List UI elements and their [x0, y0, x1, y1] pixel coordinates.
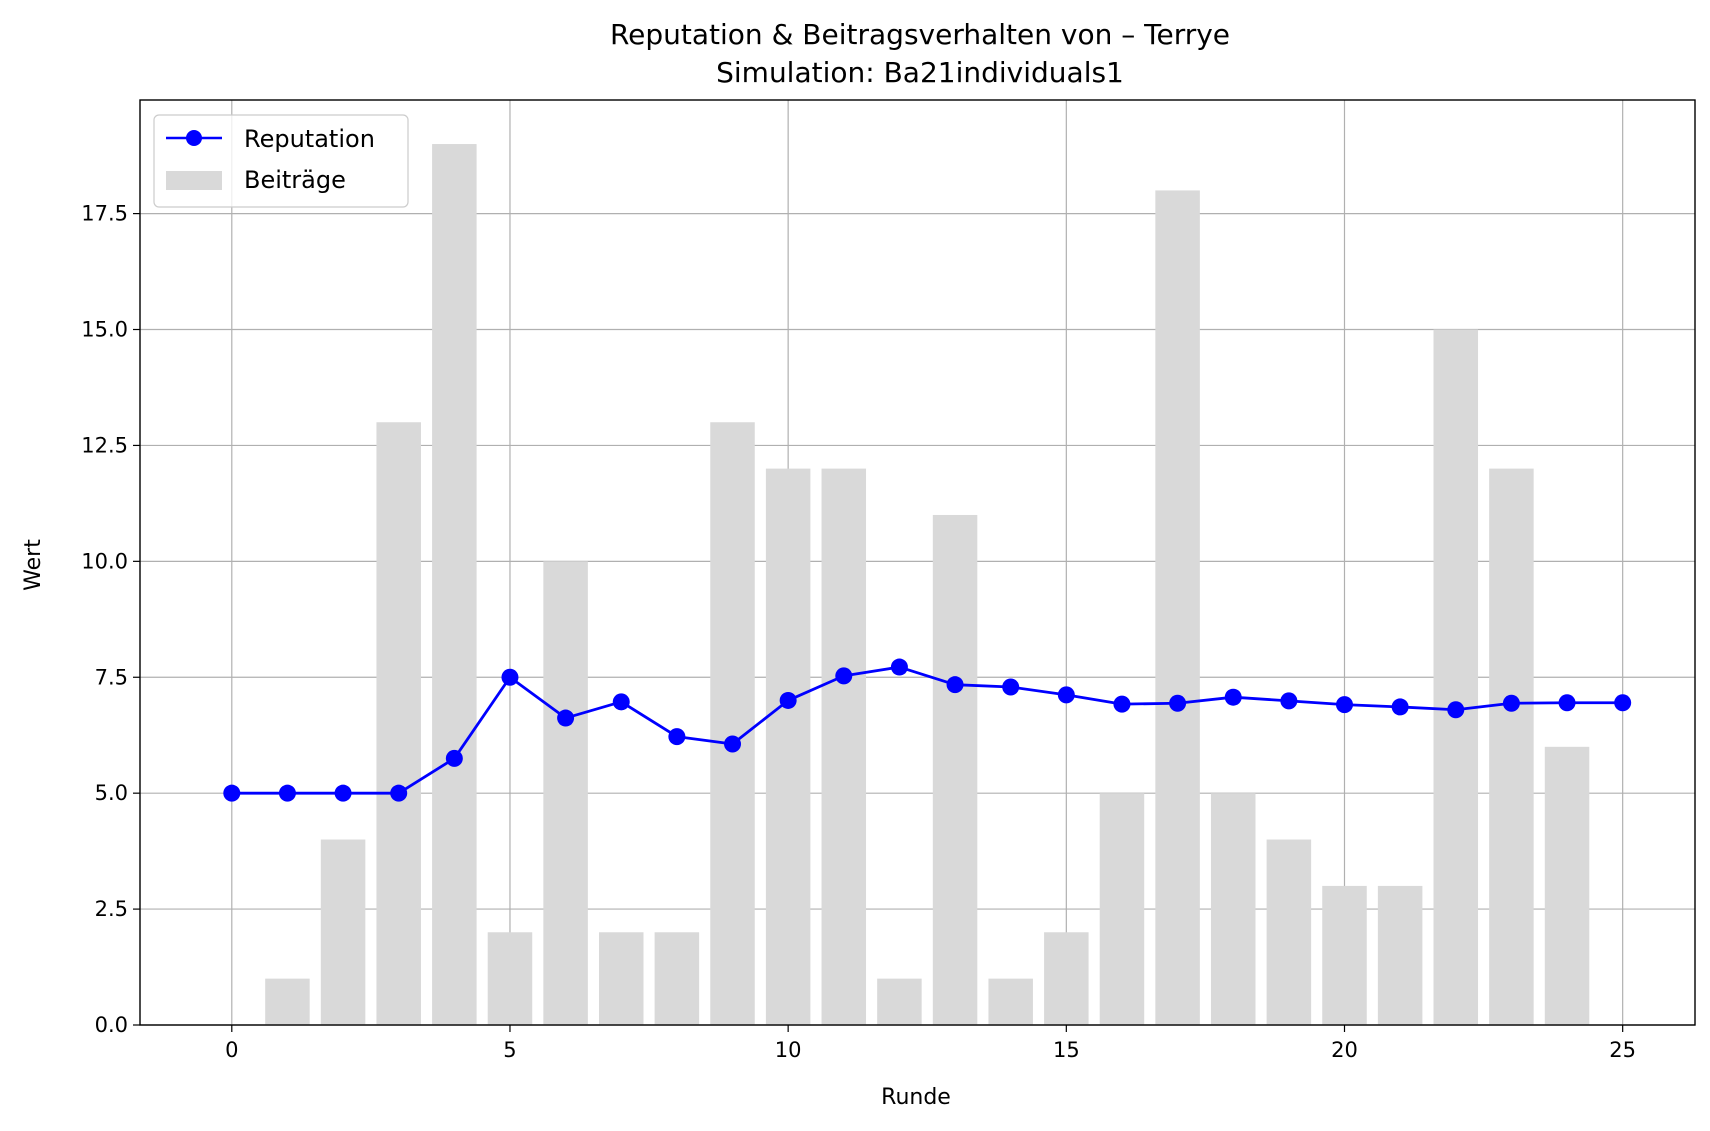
legend-beitraege-swatch: [166, 171, 222, 190]
x-axis-label: Runde: [881, 1085, 951, 1110]
reputation-point: [334, 784, 352, 802]
y-tick-label: 10.0: [81, 549, 128, 573]
bar: [1489, 468, 1534, 1025]
legend-reputation-marker: [186, 130, 202, 146]
reputation-point: [390, 784, 408, 802]
reputation-point: [501, 668, 519, 686]
reputation-point: [1614, 694, 1632, 712]
reputation-point: [1113, 695, 1131, 713]
reputation-line-path: [231, 665, 1623, 795]
y-tick-label: 5.0: [95, 781, 128, 805]
bar: [1266, 839, 1312, 1025]
reputation-point: [223, 784, 241, 802]
bar: [487, 932, 533, 1025]
reputation-point: [1057, 686, 1075, 704]
bar: [320, 839, 366, 1025]
bar: [1377, 885, 1423, 1025]
bar: [1099, 793, 1145, 1025]
y-tick-label: 12.5: [81, 433, 128, 457]
legend: Reputation Beiträge: [153, 114, 409, 208]
bar: [1210, 793, 1256, 1025]
x-tick-label: 10: [775, 1038, 802, 1062]
y-tick-label: 0.0: [95, 1013, 128, 1037]
bar: [376, 422, 421, 1025]
reputation-point: [1002, 678, 1020, 696]
reputation-point: [724, 735, 742, 753]
plot-frame: [139, 99, 1696, 1026]
reputation-point: [890, 658, 908, 676]
y-tick-label: 2.5: [95, 897, 128, 921]
reputation-point: [278, 784, 296, 802]
reputation-point: [668, 728, 686, 746]
bar: [543, 561, 588, 1025]
axis-ticks: 0 5 10 15 20 25 0.0 2.5 5.0 7.5 10.0 12.5 15.0 17.5: [81, 202, 1636, 1062]
y-tick-label: 17.5: [81, 202, 128, 226]
x-tick-label: 0: [225, 1038, 238, 1062]
bar: [265, 978, 310, 1025]
bar: [432, 144, 477, 1026]
bar: [710, 422, 755, 1025]
reputation-point: [946, 676, 964, 694]
reputation-point: [779, 691, 797, 709]
bar: [877, 978, 922, 1025]
y-tick-label: 15.0: [81, 318, 128, 342]
bar: [821, 468, 867, 1025]
reputation-point: [1391, 698, 1409, 716]
reputation-line: [223, 658, 1632, 802]
y-axis-label: Wert: [21, 539, 46, 591]
y-tick-label: 7.5: [95, 665, 128, 689]
reputation-point: [1558, 694, 1576, 712]
bar: [932, 514, 978, 1025]
bar: [1044, 932, 1089, 1025]
x-tick-label: 5: [503, 1038, 516, 1062]
bar: [1155, 190, 1200, 1026]
reputation-point: [612, 693, 630, 711]
legend-reputation-label: Reputation: [244, 125, 375, 153]
reputation-point: [1335, 696, 1353, 714]
legend-beitraege-label: Beiträge: [244, 166, 346, 194]
reputation-point: [557, 709, 575, 727]
bar: [1433, 329, 1479, 1025]
reputation-point: [1169, 694, 1187, 712]
reputation-point: [445, 749, 463, 767]
bar: [654, 932, 700, 1025]
chart-subtitle: Simulation: Ba21individuals1: [716, 56, 1124, 89]
reputation-point: [1502, 694, 1520, 712]
bar: [598, 932, 644, 1025]
x-tick-label: 15: [1053, 1038, 1080, 1062]
bar: [988, 978, 1033, 1025]
x-tick-label: 25: [1609, 1038, 1636, 1062]
reputation-point: [1224, 688, 1242, 706]
x-tick-label: 20: [1331, 1038, 1358, 1062]
bar: [1322, 885, 1367, 1025]
bar: [765, 468, 811, 1025]
reputation-point: [1447, 701, 1465, 719]
reputation-point: [1280, 692, 1298, 710]
contribution-bars: [265, 144, 1590, 1026]
reputation-point: [835, 667, 853, 685]
bar: [1544, 746, 1590, 1025]
chart-title: Reputation & Beitragsverhalten von – Ter…: [610, 18, 1230, 51]
